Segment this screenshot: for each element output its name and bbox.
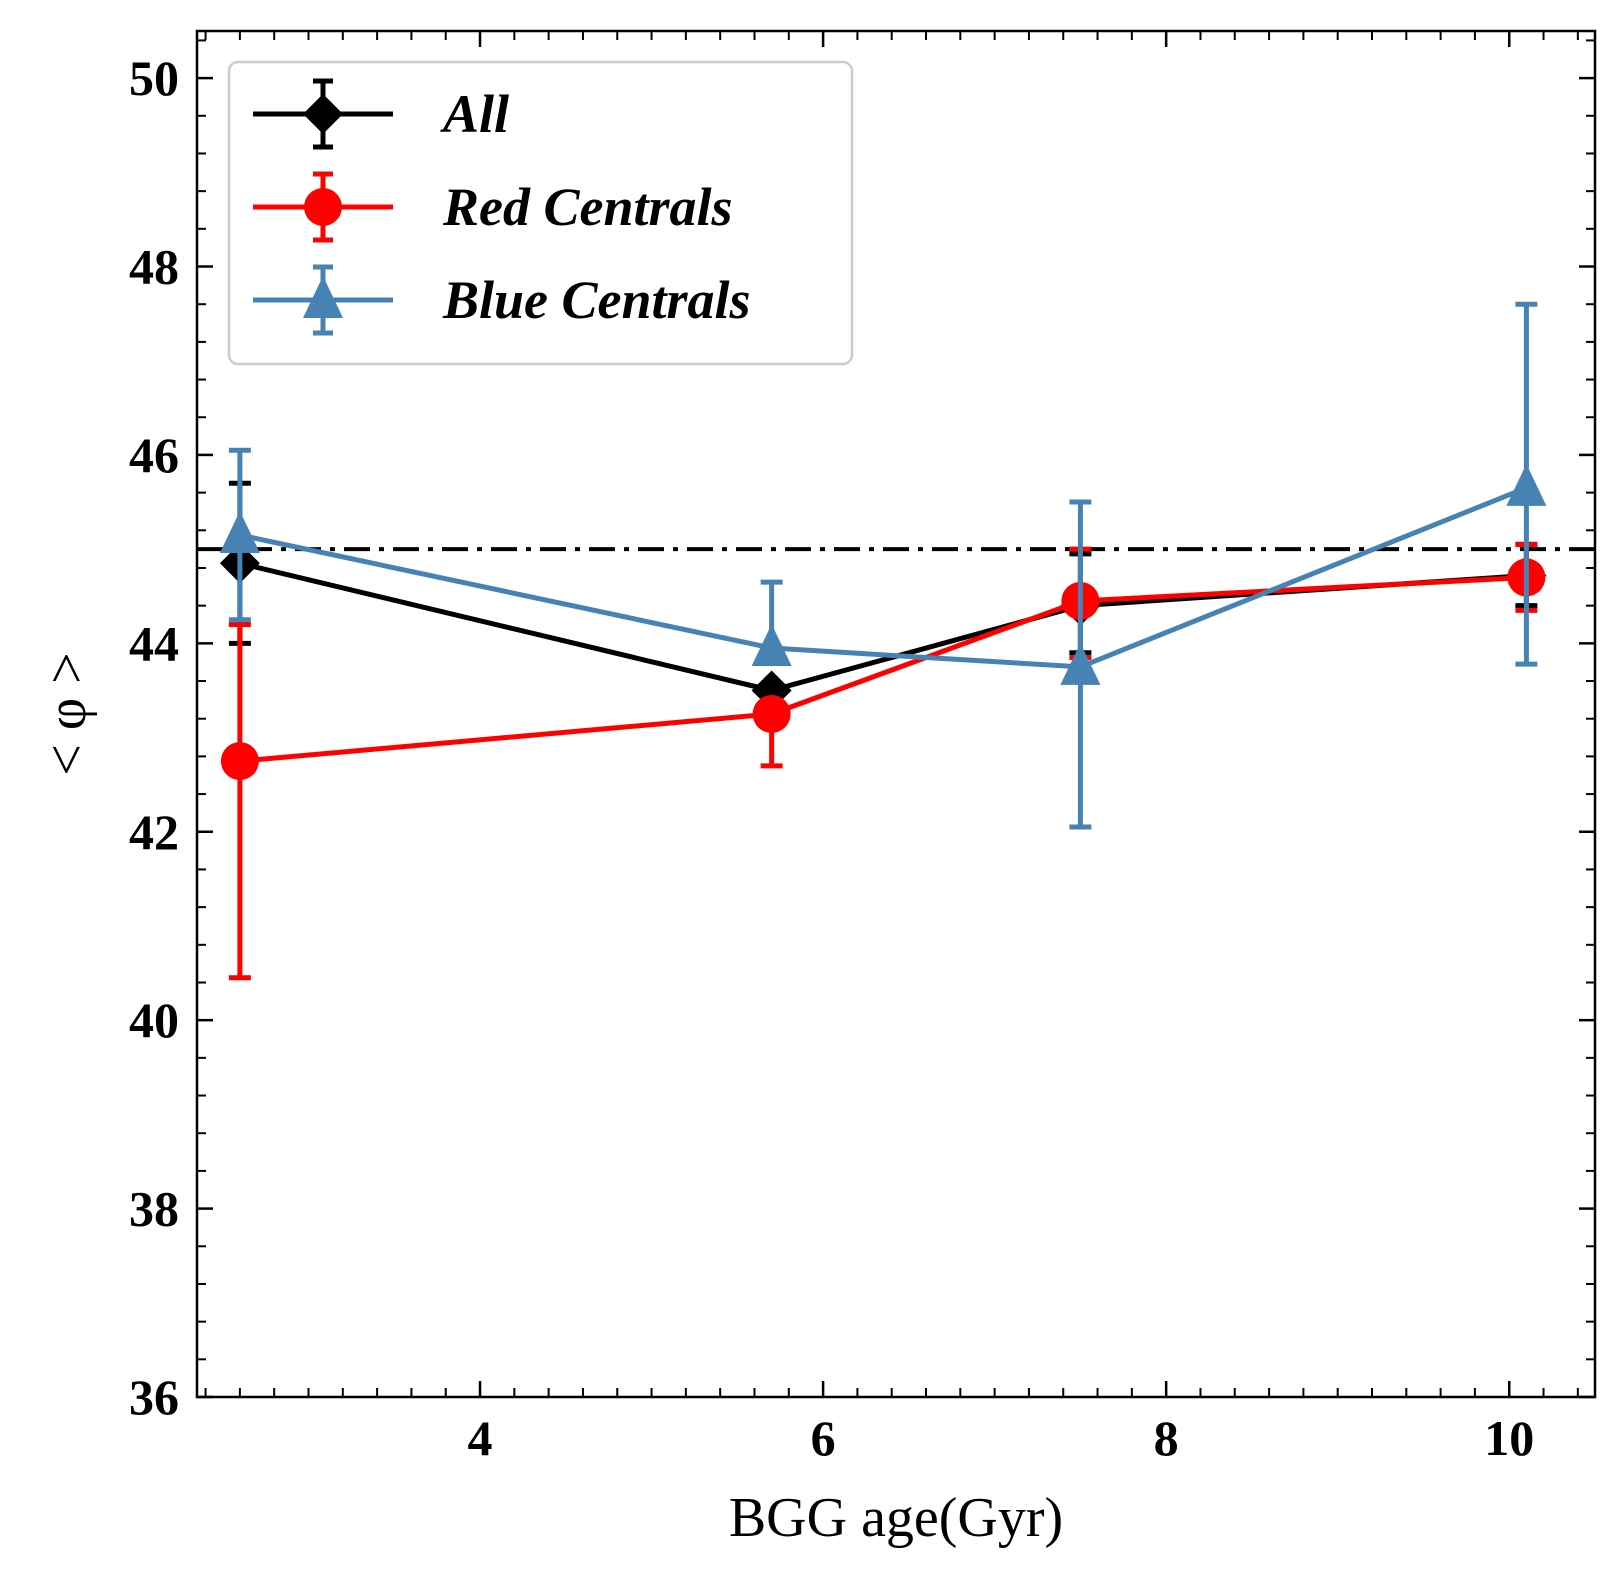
y-tick-label: 42 [129, 804, 179, 860]
data-point [751, 624, 792, 667]
legend-marker [303, 94, 343, 134]
plot-frame [195, 29, 1597, 1399]
legend-marker [304, 188, 342, 226]
legend-entry: All [253, 78, 509, 150]
y-tick-label: 50 [129, 50, 179, 106]
legend-label: Blue Centrals [442, 270, 751, 330]
data-point [219, 511, 260, 554]
data-point [752, 695, 791, 733]
x-tick-label: 8 [1154, 1410, 1179, 1466]
series-layer [219, 301, 1547, 981]
y-tick-label: 36 [129, 1369, 179, 1425]
x-axis-label: BGG age(Gyr) [729, 1487, 1063, 1549]
series-line [239, 485, 1528, 670]
legend-marker [303, 276, 343, 318]
data-point [1060, 642, 1101, 685]
legend: All Red Centrals Blue Centrals [227, 60, 854, 366]
legend-label: Red Centrals [442, 177, 733, 237]
x-tick-label: 6 [811, 1410, 836, 1466]
series-blue-centrals [219, 301, 1547, 830]
y-tick-label: 38 [129, 1181, 179, 1237]
y-axis-label: < φ > [36, 652, 98, 775]
legend-entry: Red Centrals [253, 171, 733, 243]
legend-box [227, 60, 854, 366]
data-point [220, 742, 259, 781]
legend-entry: Blue Centrals [253, 264, 751, 336]
y-tick-label: 40 [129, 992, 179, 1048]
y-tick-label: 46 [129, 427, 179, 483]
x-tick-label: 10 [1484, 1410, 1534, 1466]
y-tick-label: 48 [129, 239, 179, 295]
data-point [1506, 463, 1547, 506]
y-tick-label: 44 [129, 615, 179, 671]
legend-label: All [440, 84, 509, 144]
x-tick-label: 4 [468, 1410, 493, 1466]
